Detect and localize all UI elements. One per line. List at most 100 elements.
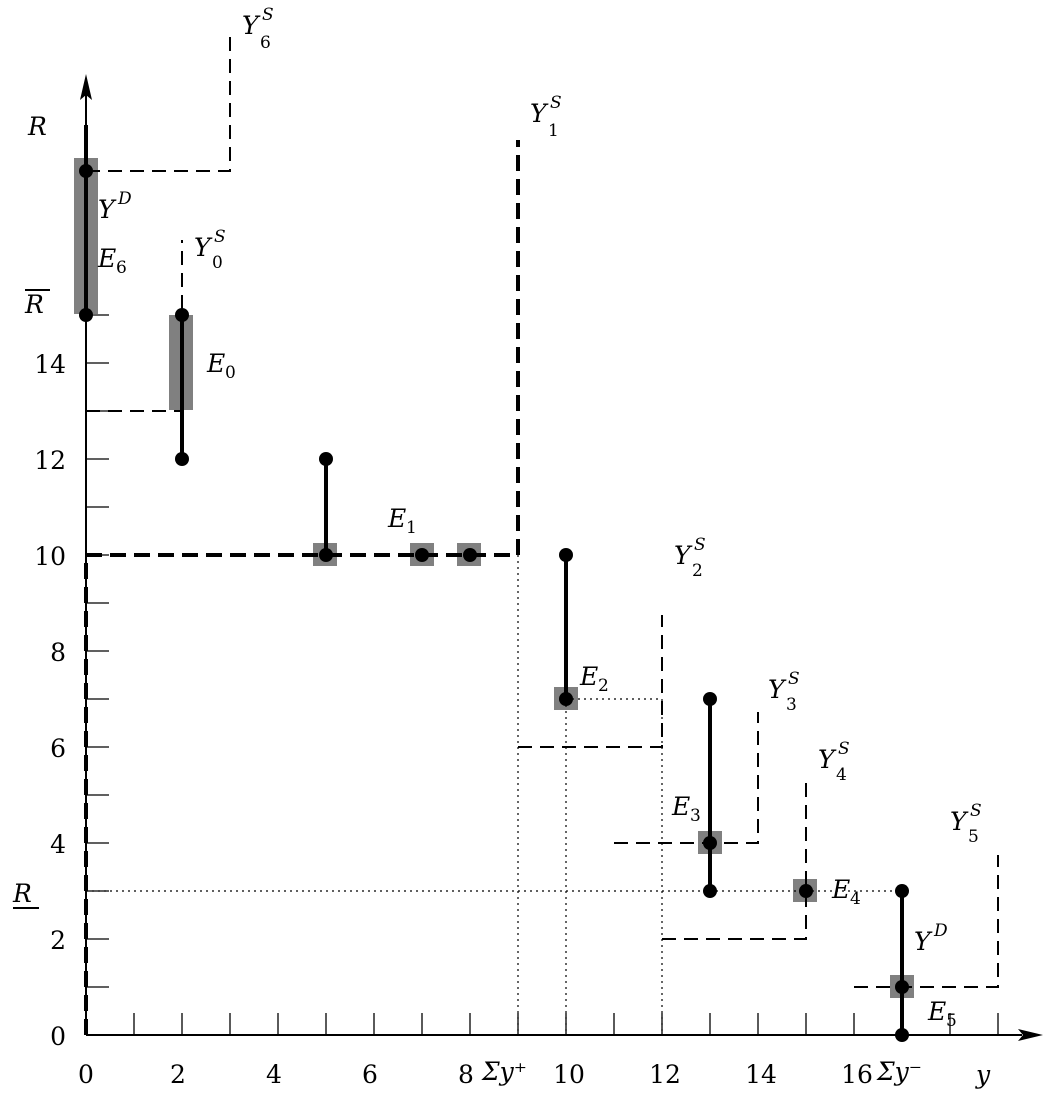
x-tick-label: 8 (458, 1060, 474, 1089)
y-tick-label: 14 (34, 350, 66, 379)
point (463, 548, 477, 562)
point (559, 548, 573, 562)
svg-text:Y: Y (914, 927, 933, 956)
svg-text:E: E (387, 504, 406, 533)
equilibrium-highlights (74, 158, 914, 998)
svg-text:S: S (214, 227, 226, 247)
svg-text:0: 0 (225, 363, 236, 383)
supply-label-y2: Y S 2 (674, 535, 706, 581)
points (79, 164, 909, 1042)
x-tick-label: 10 (553, 1060, 585, 1089)
svg-text:S: S (788, 669, 800, 689)
y-axis-arrow-icon (80, 74, 92, 100)
equilibrium-label-e5: E 5 (927, 997, 957, 1031)
x-axis-label: y (975, 1060, 991, 1089)
svg-text:4: 4 (850, 889, 861, 909)
svg-text:1: 1 (548, 121, 559, 141)
point (79, 308, 93, 322)
sum-minus-label: Σy⁻ (876, 1057, 922, 1086)
equilibrium-label-e2: E 2 (579, 662, 609, 696)
svg-text:Y: Y (674, 541, 693, 570)
point (895, 1028, 909, 1042)
svg-text:Y: Y (98, 195, 117, 224)
svg-text:Y: Y (818, 745, 837, 774)
r-bar-label: R (24, 290, 44, 319)
svg-text:2: 2 (598, 676, 609, 696)
x-tick-label: 14 (745, 1060, 777, 1089)
x-tick-label: 4 (266, 1060, 282, 1089)
svg-text:2: 2 (692, 561, 703, 581)
svg-text:E: E (97, 244, 116, 273)
supply-curves (86, 35, 999, 988)
svg-text:6: 6 (260, 33, 271, 53)
y-tick-label: 6 (50, 734, 66, 763)
svg-text:4: 4 (836, 765, 847, 785)
svg-text:1: 1 (406, 518, 417, 538)
x-tick-label: 0 (78, 1060, 94, 1089)
supply-curve-y4 (662, 778, 807, 940)
y-tick-label: 10 (34, 542, 66, 571)
x-tick-label: 6 (362, 1060, 378, 1089)
point (559, 692, 573, 706)
svg-text:S: S (694, 535, 706, 555)
y-tick-label: 2 (50, 926, 66, 955)
equilibrium-label-e6: E 6 (97, 244, 127, 278)
svg-text:Y: Y (950, 807, 969, 836)
y-tick-labels: 0 2 4 6 8 10 12 14 (34, 350, 66, 1051)
supply-label-y0: Y S 0 (194, 227, 226, 273)
supply-label-y4: Y S 4 (818, 739, 850, 785)
supply-label-y6: Y S 6 (242, 5, 274, 53)
point (703, 836, 717, 850)
svg-text:Y: Y (768, 675, 787, 704)
point (895, 980, 909, 994)
y-axis-label: R (27, 112, 47, 141)
svg-text:5: 5 (968, 827, 979, 847)
r-under-label: R (12, 879, 32, 908)
svg-text:S: S (970, 801, 982, 821)
svg-text:E: E (671, 792, 690, 821)
axes (85, 90, 1022, 1036)
supply-label-y3: Y S 3 (768, 669, 800, 715)
x-tick-label: 12 (649, 1060, 681, 1089)
supply-curve-y3 (614, 712, 759, 844)
equilibrium-label-e0: E 0 (206, 349, 236, 383)
svg-text:S: S (262, 5, 274, 25)
svg-text:E: E (927, 997, 946, 1026)
supply-label-y5: Y S 5 (950, 801, 982, 847)
svg-text:Y: Y (530, 99, 549, 128)
svg-text:S: S (838, 739, 850, 759)
y-tick-label: 4 (50, 830, 66, 859)
y-axis-ticks (86, 314, 109, 988)
equilibrium-label-e3: E 3 (671, 792, 701, 826)
svg-text:E: E (206, 349, 225, 378)
point (79, 164, 93, 178)
sum-plus-label: Σy⁺ (481, 1057, 527, 1086)
point (415, 548, 429, 562)
x-tick-label: 2 (170, 1060, 186, 1089)
svg-text:3: 3 (786, 695, 797, 715)
svg-text:S: S (550, 93, 562, 113)
svg-text:5: 5 (946, 1011, 957, 1031)
svg-text:E: E (831, 875, 850, 904)
point (799, 884, 813, 898)
point (895, 884, 909, 898)
demand-label-bottom: Y D (914, 921, 948, 956)
svg-text:E: E (579, 662, 598, 691)
equilibrium-label-e4: E 4 (831, 875, 861, 909)
supply-curve-y1 (84, 140, 520, 1035)
equilibrium-label-e1: E 1 (387, 504, 417, 538)
y-tick-label: 12 (34, 446, 66, 475)
guide-lines (86, 555, 902, 1035)
svg-text:D: D (933, 921, 948, 941)
point (319, 452, 333, 466)
point (703, 884, 717, 898)
point (703, 692, 717, 706)
svg-text:Y: Y (194, 233, 213, 262)
supply-curve-y5 (854, 855, 999, 988)
svg-text:6: 6 (116, 258, 127, 278)
svg-text:0: 0 (212, 253, 223, 273)
supply-curve-y6 (86, 35, 231, 172)
supply-curve-y2 (518, 615, 663, 748)
demand-segments (84, 125, 904, 1035)
